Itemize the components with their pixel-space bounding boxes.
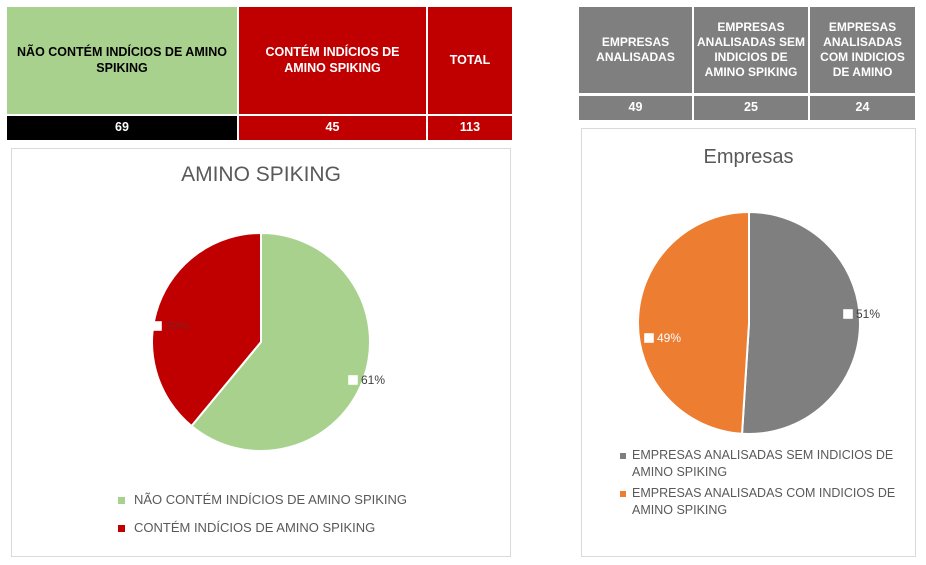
value-contem: 45 bbox=[239, 116, 426, 140]
pie-1-slice-1 bbox=[637, 210, 750, 435]
value-total-text: 113 bbox=[459, 120, 481, 135]
header-empresas-analisadas: EMPRESAS ANALISADAS bbox=[579, 7, 692, 93]
pie-0-label-marker-1 bbox=[152, 321, 162, 331]
value-total: 113 bbox=[428, 116, 512, 140]
amino-spiking-chart-panel: AMINO SPIKING 61% 39% NÃO CONTÉM INDÍCIOS… bbox=[11, 148, 511, 557]
pie-0-slice-1 bbox=[151, 231, 262, 428]
legend-label-sem-indicios: EMPRESAS ANALISADAS SEM INDICIOS DE AMIN… bbox=[632, 448, 894, 479]
header-com-indicios: EMPRESAS ANALISADAS COM INDICIOS DE AMIN… bbox=[810, 7, 915, 93]
header-contem-label: CONTÉM INDÍCIOS DE AMINO SPIKING bbox=[265, 44, 400, 75]
pie-1-label-marker-0 bbox=[843, 309, 853, 319]
legend-swatch-gray bbox=[620, 453, 626, 459]
legend-item-contem: CONTÉM INDÍCIOS DE AMINO SPIKING bbox=[118, 519, 407, 537]
legend-swatch-red bbox=[118, 524, 125, 532]
header-contem: CONTÉM INDÍCIOS DE AMINO SPIKING bbox=[239, 7, 426, 114]
pie-0-slice-0 bbox=[190, 231, 371, 452]
legend-item-sem-indicios: EMPRESAS ANALISADAS SEM INDICIOS DE AMIN… bbox=[620, 447, 910, 481]
header-total-label: TOTAL bbox=[449, 52, 491, 67]
amino-spiking-pie: 61% 39% bbox=[151, 231, 385, 452]
value-sem-indicios: 25 bbox=[694, 96, 808, 120]
value-empresas-analisadas-text: 49 bbox=[628, 100, 643, 115]
legend-label-nao-contem: NÃO CONTÉM INDÍCIOS DE AMINO SPIKING bbox=[134, 492, 408, 507]
legend-label-contem: CONTÉM INDÍCIOS DE AMINO SPIKING bbox=[134, 519, 376, 535]
pie-1-data-label-1: 49% bbox=[657, 331, 681, 345]
pie-1-data-label-0: 51% bbox=[856, 307, 880, 321]
empresas-chart-panel: Empresas 51% 49% EMPRESAS ANALISADAS SEM … bbox=[581, 128, 916, 557]
legend-item-com-indicios: EMPRESAS ANALISADAS COM INDICIOS DE AMIN… bbox=[620, 485, 910, 519]
header-nao-contem-label: NÃO CONTÉM INDÍCIOS DE AMINO SPIKING bbox=[17, 44, 227, 75]
value-com-indicios: 24 bbox=[810, 96, 915, 120]
value-com-indicios-text: 24 bbox=[855, 100, 870, 115]
value-sem-indicios-text: 25 bbox=[744, 100, 758, 115]
value-nao-contem-text: 69 bbox=[115, 120, 129, 135]
chart-legend: NÃO CONTÉM INDÍCIOS DE AMINO SPIKING CON… bbox=[118, 491, 407, 536]
pie-1-slice-0 bbox=[740, 210, 861, 435]
chart-title: Empresas bbox=[703, 146, 794, 168]
header-sem-indicios-label: EMPRESAS ANALISADAS SEM INDICIOS DE AMIN… bbox=[696, 20, 805, 79]
pie-0-label-marker-0 bbox=[348, 375, 358, 385]
legend-label-com-indicios: EMPRESAS ANALISADAS COM INDICIOS DE AMIN… bbox=[632, 485, 896, 517]
header-empresas-analisadas-label: EMPRESAS ANALISADAS bbox=[596, 35, 675, 64]
header-nao-contem: NÃO CONTÉM INDÍCIOS DE AMINO SPIKING bbox=[7, 7, 237, 114]
value-nao-contem: 69 bbox=[7, 116, 237, 140]
header-com-indicios-label: EMPRESAS ANALISADAS COM INDICIOS DE AMIN… bbox=[820, 20, 905, 79]
pie-0-label-marker-fill-1 bbox=[153, 322, 161, 330]
header-sem-indicios: EMPRESAS ANALISADAS SEM INDICIOS DE AMIN… bbox=[694, 7, 808, 93]
legend-item-nao-contem: NÃO CONTÉM INDÍCIOS DE AMINO SPIKING bbox=[118, 491, 407, 509]
pie-0-data-label-1: 39% bbox=[165, 319, 189, 333]
header-total: TOTAL bbox=[428, 7, 512, 114]
legend-swatch-green bbox=[118, 497, 125, 504]
pie-1-label-marker-fill-1 bbox=[645, 334, 653, 342]
legend-swatch-orange bbox=[620, 490, 626, 497]
pie-0-label-marker-fill-0 bbox=[349, 376, 357, 384]
pie-1-label-marker-1 bbox=[644, 333, 654, 343]
chart-title: AMINO SPIKING bbox=[181, 163, 341, 186]
chart-legend: EMPRESAS ANALISADAS SEM INDICIOS DE AMIN… bbox=[620, 447, 910, 519]
value-empresas-analisadas: 49 bbox=[579, 96, 692, 120]
pie-1-label-marker-fill-0 bbox=[844, 310, 852, 318]
pie-0-data-label-0: 61% bbox=[361, 373, 385, 387]
value-contem-text: 45 bbox=[325, 120, 340, 135]
empresas-pie: 51% 49% bbox=[637, 210, 880, 435]
